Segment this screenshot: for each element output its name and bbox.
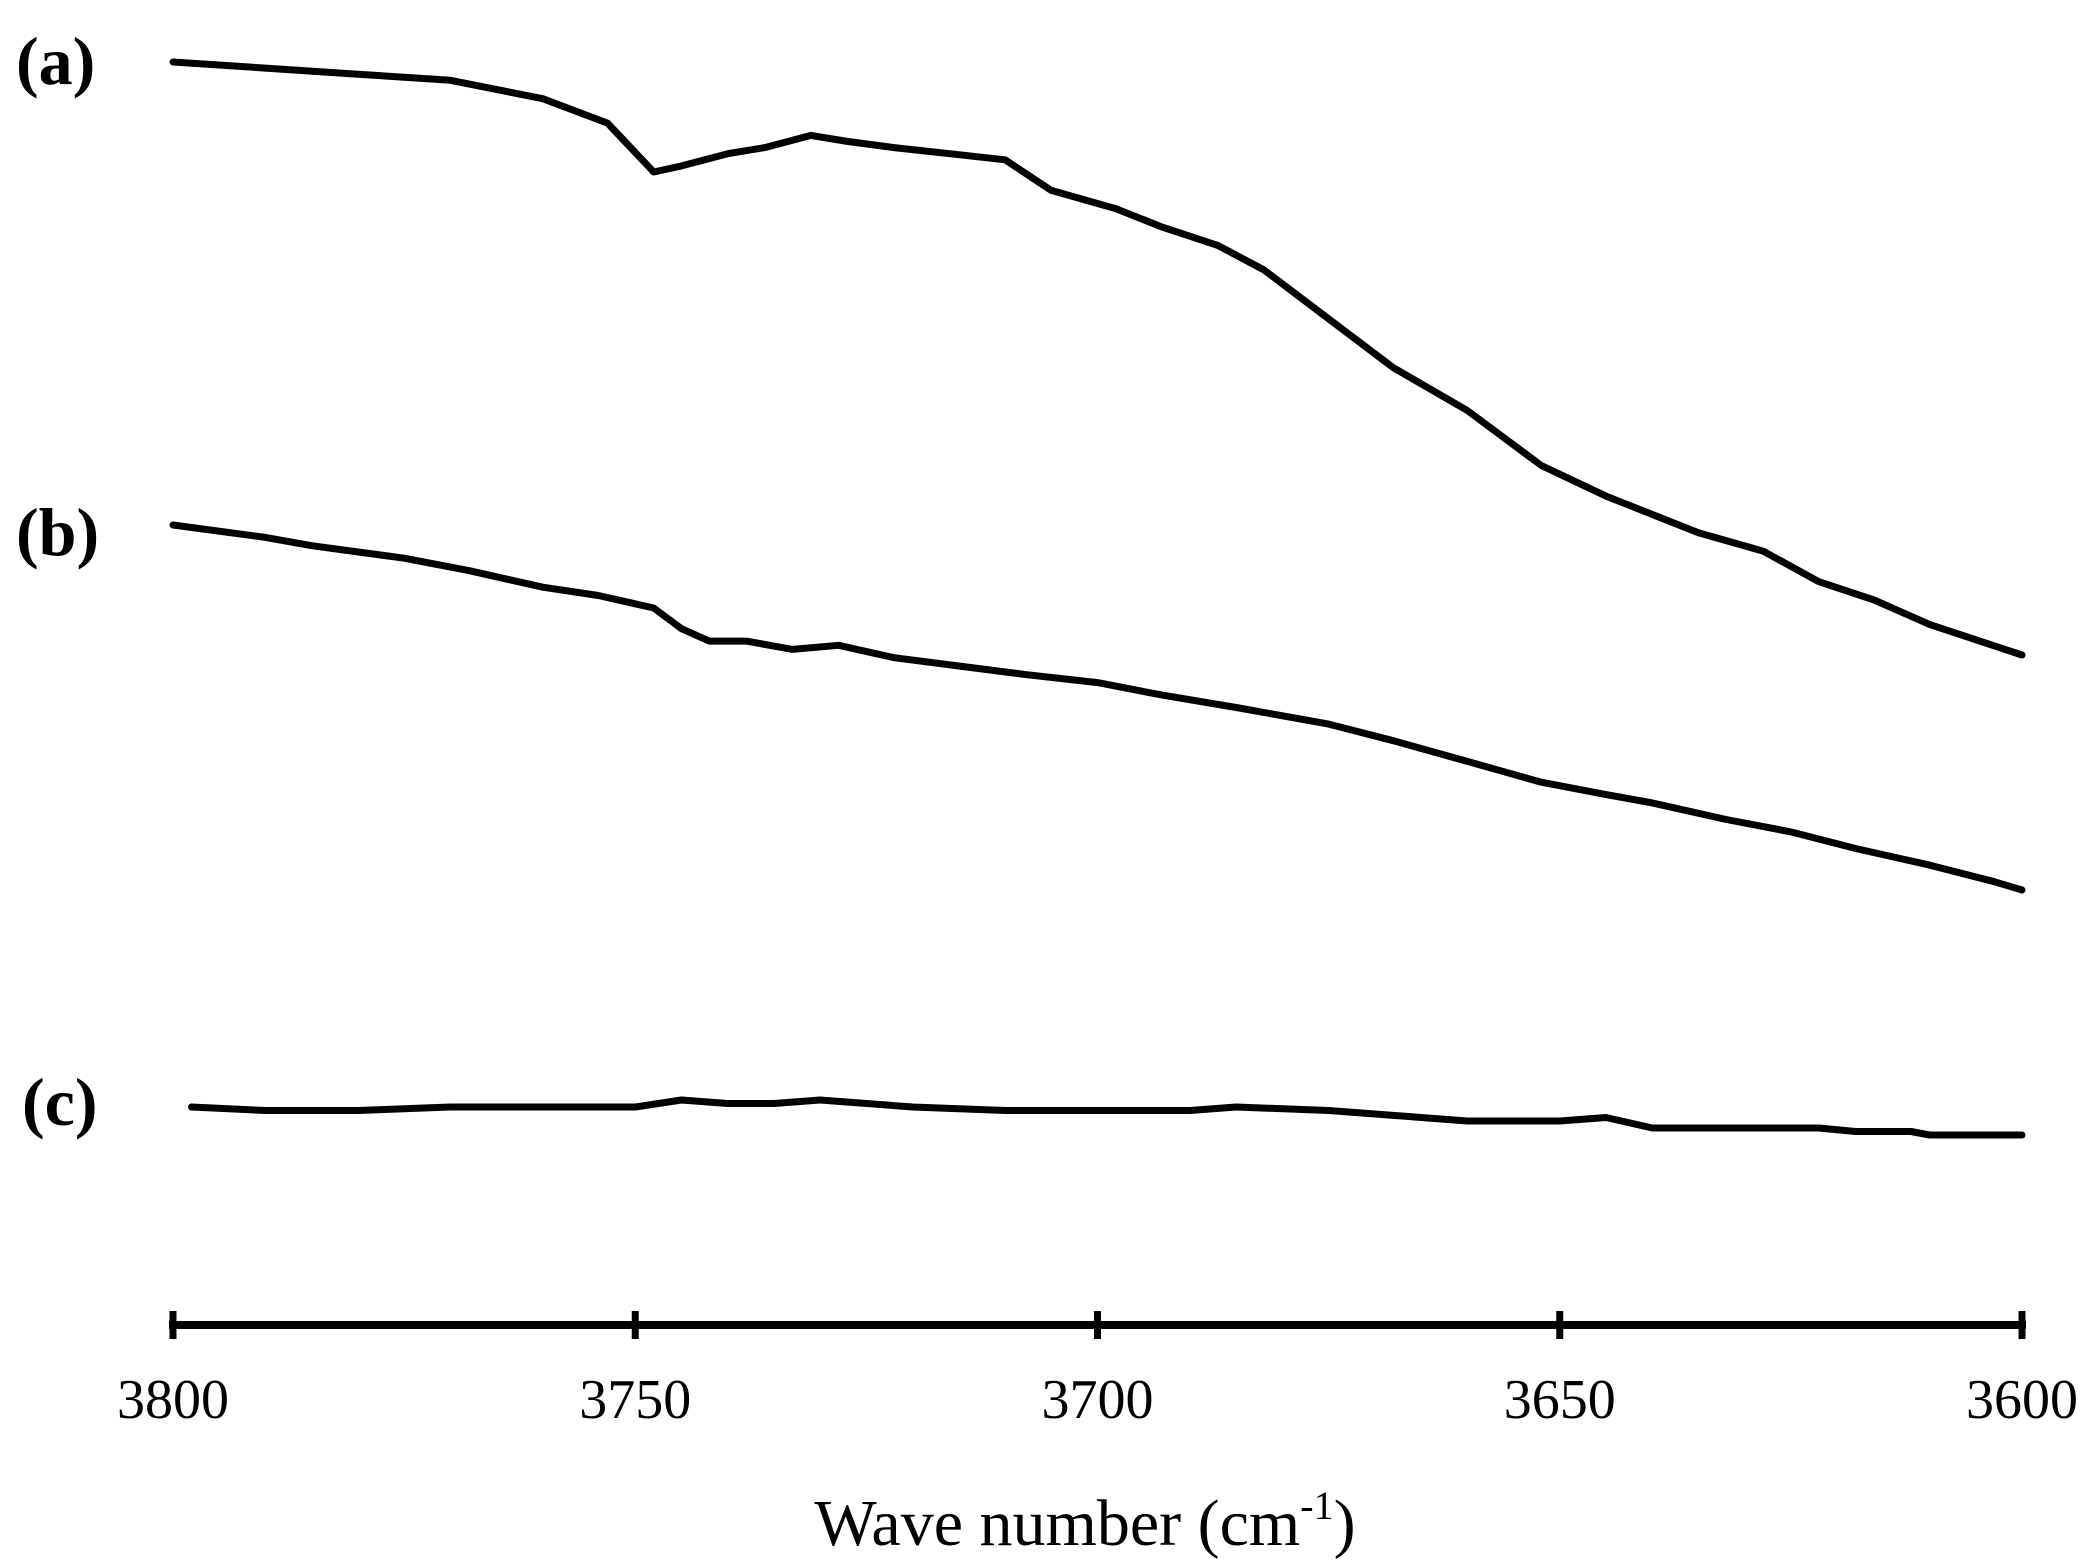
series-label-a: (a) — [16, 23, 95, 99]
x-tick-label-3700: 3700 — [1042, 1369, 1154, 1431]
x-axis-title-main: Wave number (cm — [814, 1487, 1300, 1560]
series-line-a — [169, 58, 2026, 659]
x-axis-title: Wave number (cm-1) — [814, 1483, 1355, 1560]
x-axis-title-superscript: -1 — [1300, 1483, 1333, 1528]
series-layer — [169, 58, 2026, 1139]
x-tick-label-3800: 3800 — [117, 1369, 229, 1431]
series-label-c: (c) — [22, 1064, 97, 1140]
series-label-b: (b) — [16, 494, 99, 570]
series-line-c — [188, 1096, 2026, 1139]
series-line-b — [169, 521, 2026, 894]
x-tick-label-3650: 3650 — [1504, 1369, 1616, 1431]
series-labels: (a) (b) (c) — [16, 23, 99, 1140]
x-tick-label-3750: 3750 — [579, 1369, 691, 1431]
x-tick-label-3600: 3600 — [1966, 1369, 2078, 1431]
x-axis-ticks: 3800 3750 3700 3650 3600 — [117, 1311, 2078, 1431]
x-axis-title-suffix: ) — [1334, 1487, 1356, 1560]
